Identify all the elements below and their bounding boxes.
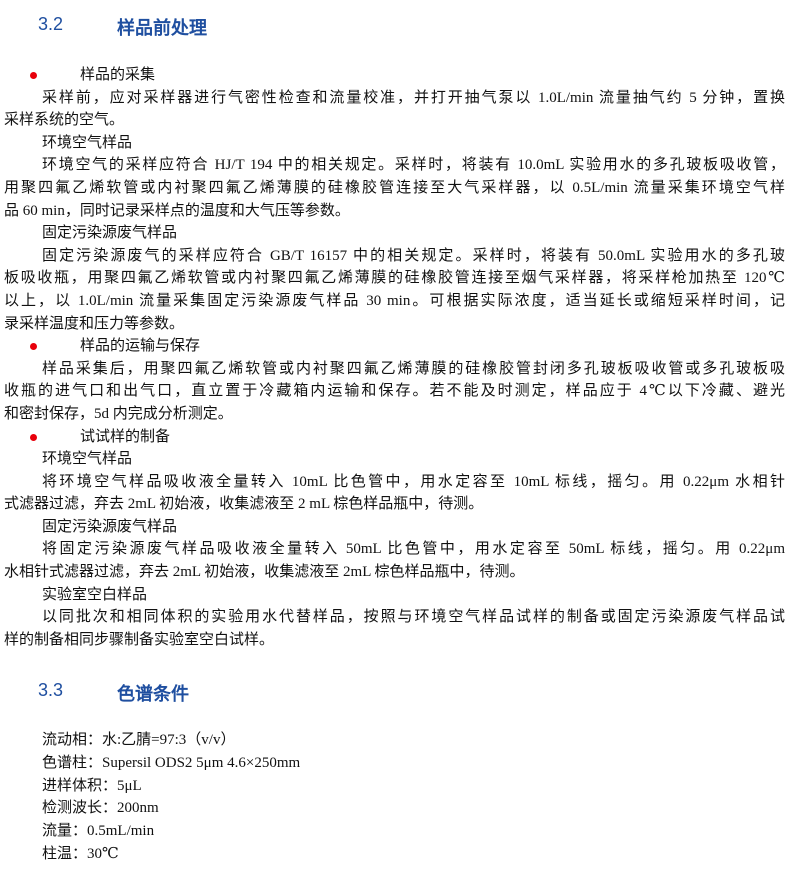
paragraph-line: 板吸收瓶，用聚四氟乙烯软管或内衬聚四氟乙烯薄膜的硅橡胶管连接至烟气采样器，将采样…: [4, 270, 785, 287]
section-title: 色谱条件: [117, 684, 189, 704]
condition-item: 进样体积：5μL: [42, 777, 142, 794]
subheading: 固定污染源废气样品: [42, 225, 178, 242]
paragraph-line: 环境空气的采样应符合 HJ/T 194 中的相关规定。采样时，将装有 10.0m…: [42, 157, 785, 174]
section-number: 3.2: [38, 14, 64, 34]
section-title: 样品前处理: [117, 18, 207, 38]
paragraph-line: 以同批次和相同体积的实验用水代替样品，按照与环境空气样品试样的制备或固定污染源废…: [42, 609, 785, 626]
bullet-heading: 样品的运输与保存: [4, 335, 785, 358]
condition-item: 柱温：30℃: [42, 845, 119, 862]
paragraph-line: 以上，以 1.0L/min 流量采集固定污染源废气样品 30 min。可根据实际…: [4, 292, 785, 309]
bullet-text: 样品的采集: [80, 67, 156, 83]
condition-item: 色谱柱：Supersil ODS2 5μm 4.6×250mm: [42, 754, 301, 771]
paragraph-line: 样品采集后，用聚四氟乙烯软管或内衬聚四氟乙烯薄膜的硅橡胶管封闭多孔玻板吸收管或多…: [42, 360, 785, 377]
condition-item: 检测波长：200nm: [42, 800, 159, 817]
subheading: 实验室空白样品: [42, 586, 148, 603]
paragraph-line: 采样系统的空气。: [4, 112, 125, 129]
condition-item: 流动相：水:乙腈=97:3（v/v）: [42, 732, 236, 748]
paragraph-line: 和密封保存，5d 内完成分析测定。: [4, 405, 233, 422]
subheading: 固定污染源废气样品: [42, 518, 178, 535]
section-number: 3.3: [38, 680, 64, 700]
bullet-text: 试试样的制备: [80, 428, 171, 445]
condition-item: 流量：0.5mL/min: [42, 823, 155, 840]
bullet-dot-icon: [30, 433, 37, 441]
paragraph-line: 品 60 min，同时记录采样点的温度和大气压等参数。: [4, 202, 350, 219]
paragraph-line: 式滤器过滤，弃去 2mL 初始液，收集滤液至 2 mL 棕色样品瓶中，待测。: [4, 496, 484, 513]
paragraph-line: 采样前，应对采样器进行气密性检查和流量校准，并打开抽气泵以 1.0L/min 流…: [42, 89, 785, 106]
chromatography-conditions: 流动相：水:乙腈=97:3（v/v） 色谱柱：Supersil ODS2 5μm …: [42, 729, 300, 866]
paragraph-line: 将环境空气样品吸收液全量转入 10mL 比色管中，用水定容至 10mL 标线，摇…: [42, 473, 785, 490]
paragraph-line: 固定污染源废气的采样应符合 GB/T 16157 中的相关规定。采样时，将装有 …: [42, 247, 785, 264]
paragraph-line: 将固定污染源废气样品吸收液全量转入 50mL 比色管中，用水定容至 50mL 标…: [42, 541, 785, 558]
bullet-heading: 试试样的制备: [4, 426, 785, 449]
bullet-text: 样品的运输与保存: [80, 338, 201, 355]
section-body: 样品的采集采样前，应对采样器进行气密性检查和流量校准，并打开抽气泵以 1.0L/…: [4, 64, 785, 651]
bullet-dot-icon: [30, 343, 37, 351]
paragraph-line: 录采样温度和压力等参数。: [4, 315, 185, 332]
bullet-dot-icon: [30, 72, 37, 79]
paragraph-line: 样的制备相同步骤制备实验室空白试样。: [4, 631, 275, 648]
subheading: 环境空气样品: [42, 134, 133, 151]
paragraph-line: 用聚四氟乙烯软管或内衬聚四氟乙烯薄膜的硅橡胶管连接至大气采样器，以 0.5L/m…: [4, 179, 785, 196]
subheading: 环境空气样品: [42, 451, 133, 468]
paragraph-line: 收瓶的进气口和出气口，直立置于冷藏箱内运输和保存。若不能及时测定，样品应于 4℃…: [4, 383, 785, 400]
bullet-heading: 样品的采集: [4, 64, 785, 87]
paragraph-line: 水相针式滤器过滤，弃去 2mL 初始液，收集滤液至 2mL 棕色样品瓶中，待测。: [4, 564, 525, 581]
